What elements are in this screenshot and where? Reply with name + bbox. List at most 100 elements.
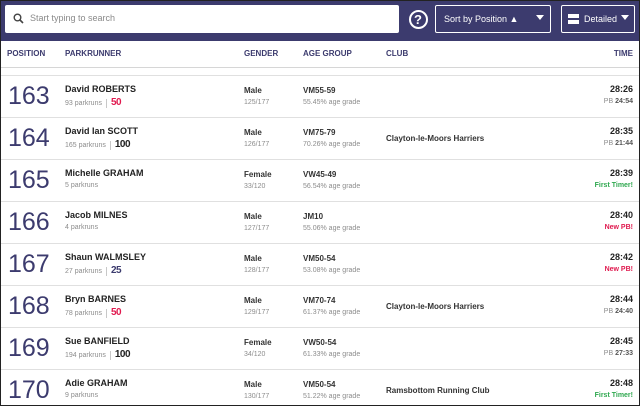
gender-position: 125/177: [244, 99, 270, 106]
gender: Male: [244, 212, 262, 221]
club-name[interactable]: Clayton-le-Moors Harriers: [386, 134, 485, 143]
first-timer-badge: First Timer!: [594, 392, 633, 399]
sort-dropdown[interactable]: Sort by Position ▲: [435, 5, 551, 33]
age-grade: 61.33% age grade: [303, 351, 361, 358]
pb-time: 24:54: [615, 98, 633, 105]
pb-label: PB: [603, 98, 614, 105]
pb-note: PB 24:40: [604, 308, 633, 315]
parkrun-count-text: 93 parkruns: [65, 99, 102, 107]
table-spacer: [1, 67, 639, 76]
column-header-club[interactable]: CLUB: [386, 49, 409, 58]
age-group[interactable]: JM10: [303, 212, 324, 221]
milestone-badge: 100: [114, 139, 131, 150]
age-group[interactable]: VW50-54: [303, 338, 337, 347]
new-pb-badge: New PB!: [604, 224, 633, 231]
finish-position: 164: [8, 124, 50, 152]
club-name[interactable]: Ramsbottom Running Club: [386, 386, 490, 395]
finish-position: 167: [8, 250, 50, 278]
gender: Female: [244, 338, 272, 347]
runner-name[interactable]: Michelle GRAHAM: [65, 168, 144, 178]
runner-name[interactable]: David Ian SCOTT: [65, 126, 139, 136]
search-box[interactable]: Start typing to search: [5, 5, 399, 33]
milestone-badge: 100: [114, 349, 131, 360]
age-grade: 61.37% age grade: [303, 309, 361, 316]
parkrun-count: 78 parkruns 50: [65, 307, 122, 318]
parkrun-count: 27 parkruns 25: [65, 265, 122, 276]
pb-time: 24:40: [615, 308, 633, 315]
list-view-icon: [568, 14, 579, 24]
table-row[interactable]: 166 Jacob MILNES 4 parkruns Male 127/177 JM10…: [1, 202, 639, 244]
milestone-badge: 50: [110, 97, 122, 108]
parkrun-count-text: 165 parkruns: [65, 141, 106, 149]
runner-name[interactable]: Sue BANFIELD: [65, 336, 130, 346]
parkrun-count: 5 parkruns: [65, 182, 98, 189]
gender-position: 130/177: [244, 393, 270, 400]
gender: Male: [244, 380, 262, 389]
gender-position: 33/120: [244, 183, 266, 190]
view-dropdown-label: Detailed: [584, 14, 618, 24]
chevron-down-icon: [621, 15, 629, 20]
first-timer-badge: First Timer!: [594, 182, 633, 189]
gender-position: 34/120: [244, 351, 266, 358]
finish-position: 170: [8, 376, 50, 404]
table-row[interactable]: 167 Shaun WALMSLEY 27 parkruns 25 Male 128/17…: [1, 244, 639, 286]
age-group[interactable]: VM75-79: [303, 128, 336, 137]
pb-note: PB 27:33: [604, 350, 633, 357]
finish-time: 28:26: [609, 84, 633, 94]
table-row[interactable]: 164 David Ian SCOTT 165 parkruns 100 Male 126…: [1, 118, 639, 160]
column-header-position[interactable]: POSITION: [7, 49, 46, 58]
age-group[interactable]: VM50-54: [303, 254, 336, 263]
divider: [109, 140, 111, 150]
runner-name[interactable]: Shaun WALMSLEY: [65, 252, 146, 262]
pb-note: PB 21:44: [604, 140, 633, 147]
help-button[interactable]: ?: [405, 5, 431, 33]
table-row[interactable]: 168 Bryn BARNES 78 parkruns 50 Male 129/177 VM…: [1, 286, 639, 328]
runner-name[interactable]: Jacob MILNES: [65, 210, 128, 220]
sort-dropdown-label: Sort by Position ▲: [444, 14, 519, 24]
milestone-badge: 25: [110, 265, 122, 276]
results-list: 163 David ROBERTS 93 parkruns 50 Male 125/177…: [1, 76, 639, 405]
pb-time: 21:44: [615, 140, 633, 147]
age-group[interactable]: VM70-74: [303, 296, 336, 305]
parkrun-count: 93 parkruns 50: [65, 97, 122, 108]
age-grade: 70.26% age grade: [303, 141, 361, 148]
gender-position: 129/177: [244, 309, 270, 316]
column-header-age-group[interactable]: AGE GROUP: [303, 49, 352, 58]
age-group[interactable]: VM50-54: [303, 380, 336, 389]
column-header-gender[interactable]: GENDER: [244, 49, 279, 58]
table-header: POSITION PARKRUNNER GENDER AGE GROUP CLU…: [1, 41, 639, 68]
age-group[interactable]: VW45-49: [303, 170, 337, 179]
table-row[interactable]: 163 David ROBERTS 93 parkruns 50 Male 125/177…: [1, 76, 639, 118]
milestone-badge: 50: [110, 307, 122, 318]
pb-time: 27:33: [615, 350, 633, 357]
divider: [105, 266, 107, 276]
search-placeholder[interactable]: Start typing to search: [30, 13, 116, 23]
pb-label: PB: [603, 308, 614, 315]
club-name[interactable]: Clayton-le-Moors Harriers: [386, 302, 485, 311]
view-dropdown[interactable]: Detailed: [561, 5, 635, 33]
parkrun-count-text: 4 parkruns: [65, 224, 99, 231]
runner-name[interactable]: David ROBERTS: [65, 84, 137, 94]
help-icon: ?: [408, 9, 428, 29]
table-row[interactable]: 170 Adie GRAHAM 9 parkruns Male 130/177 VM50-…: [1, 370, 639, 405]
parkrun-count: 9 parkruns: [65, 392, 98, 399]
column-header-parkrunner[interactable]: PARKRUNNER: [65, 49, 122, 58]
table-row[interactable]: 165 Michelle GRAHAM 5 parkruns Female 33/120…: [1, 160, 639, 202]
age-group[interactable]: VM55-59: [303, 86, 336, 95]
parkrun-count-text: 194 parkruns: [65, 351, 106, 359]
runner-name[interactable]: Bryn BARNES: [65, 294, 127, 304]
toolbar: Start typing to search ? Sort by Positio…: [1, 1, 639, 41]
finish-time: 28:45: [609, 336, 633, 346]
parkrun-count-text: 9 parkruns: [65, 392, 99, 399]
table-row[interactable]: 169 Sue BANFIELD 194 parkruns 100 Female 34/1…: [1, 328, 639, 370]
pb-label: PB: [603, 140, 614, 147]
gender: Male: [244, 296, 262, 305]
runner-name[interactable]: Adie GRAHAM: [65, 378, 128, 388]
parkrun-count-text: 78 parkruns: [65, 309, 102, 317]
age-grade: 56.54% age grade: [303, 183, 361, 190]
finish-time: 28:44: [609, 294, 633, 304]
column-header-time[interactable]: TIME: [613, 49, 633, 58]
gender: Female: [244, 170, 272, 179]
finish-position: 166: [8, 208, 50, 236]
finish-time: 28:48: [609, 378, 633, 388]
